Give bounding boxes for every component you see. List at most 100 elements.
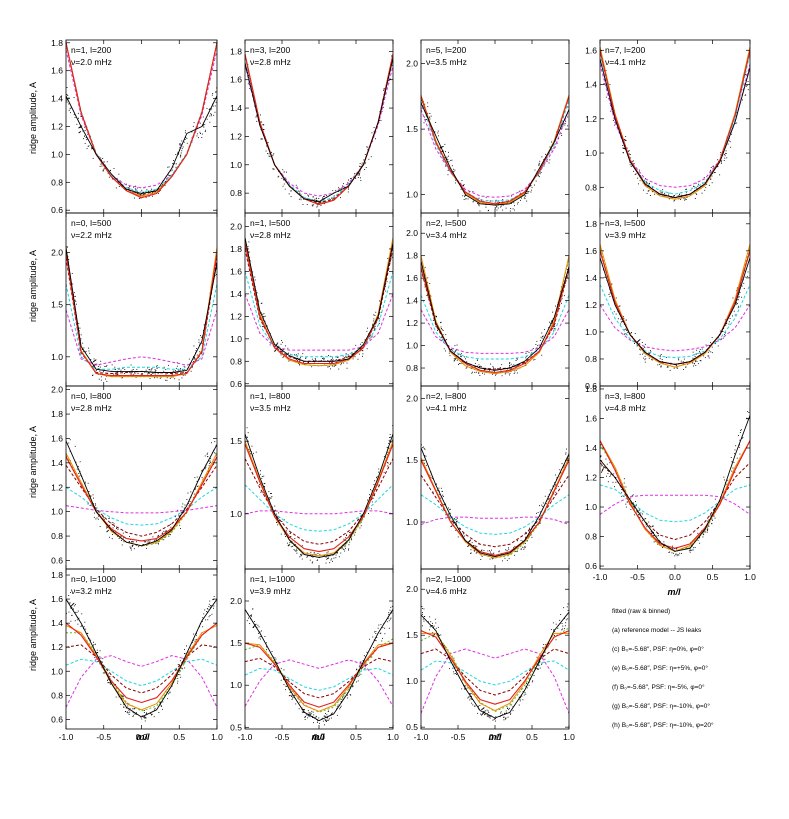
raw-fit-point [538, 665, 540, 667]
raw-fit-point [703, 531, 705, 532]
raw-fit-point [710, 341, 712, 343]
raw-fit-point [379, 111, 381, 113]
raw-fit-point [508, 558, 510, 560]
raw-fit-point [174, 378, 176, 380]
raw-fit-point [71, 604, 73, 606]
raw-fit-point [454, 359, 456, 361]
raw-fit-point [146, 547, 147, 549]
raw-fit-point [166, 377, 168, 379]
raw-fit-point [743, 288, 745, 289]
raw-fit-point [379, 120, 380, 121]
raw-fit-point [499, 367, 501, 368]
raw-fit-point [81, 125, 83, 127]
raw-fit-point [77, 610, 79, 612]
y-tick-label: 1.0 [406, 517, 418, 527]
y-tick-label: 1.0 [51, 352, 63, 362]
raw-fit-point [456, 520, 458, 522]
raw-fit-point [699, 350, 700, 352]
raw-fit-point [600, 444, 602, 446]
raw-fit-point [147, 367, 148, 369]
raw-fit-point [68, 97, 70, 99]
raw-fit-point [425, 455, 427, 457]
raw-fit-point [145, 197, 147, 199]
raw-fit-point [527, 540, 528, 542]
raw-fit-point [290, 190, 292, 192]
raw-fit-point [373, 131, 375, 133]
raw-fit-point [67, 246, 68, 248]
raw-fit-point [156, 377, 158, 379]
panel-plot-area [66, 246, 217, 382]
raw-fit-point [651, 359, 653, 361]
raw-fit-point [149, 540, 151, 542]
raw-fit-point [321, 717, 323, 719]
raw-fit-point [502, 560, 503, 562]
series-line-a [600, 440, 750, 549]
raw-fit-point [210, 115, 212, 117]
raw-fit-point [662, 192, 663, 194]
raw-fit-point [271, 493, 272, 494]
raw-fit-point [193, 358, 195, 360]
raw-fit-point [100, 379, 102, 381]
raw-fit-point [702, 536, 704, 538]
raw-fit-point [343, 183, 344, 185]
raw-fit-point [182, 503, 184, 505]
raw-fit-point [148, 373, 150, 374]
series-line-fitted [421, 611, 569, 719]
raw-fit-point [153, 709, 155, 711]
raw-fit-point [695, 193, 697, 194]
raw-fit-point [346, 535, 347, 536]
raw-fit-point [443, 504, 445, 506]
raw-fit-point [167, 174, 169, 176]
raw-fit-point [350, 694, 352, 696]
raw-fit-point [145, 369, 147, 371]
raw-fit-point [429, 283, 431, 284]
raw-fit-point [510, 704, 512, 706]
ylabel-row-3: ridge amplitude, A [28, 426, 38, 498]
raw-fit-point [515, 360, 517, 361]
raw-fit-point [213, 605, 215, 607]
raw-fit-point [179, 370, 181, 372]
raw-fit-point [705, 187, 707, 189]
panel-plot-area [421, 255, 569, 377]
raw-fit-point [676, 555, 678, 557]
raw-fit-point [68, 611, 70, 613]
raw-fit-point [605, 96, 607, 98]
raw-fit-point [561, 123, 562, 125]
raw-fit-point [274, 662, 276, 663]
raw-fit-point [92, 365, 94, 367]
raw-fit-point [632, 160, 634, 162]
raw-fit-point [434, 633, 435, 635]
raw-fit-point [74, 117, 76, 118]
raw-fit-point [381, 110, 383, 112]
raw-fit-point [336, 706, 338, 708]
raw-fit-point [362, 350, 364, 352]
raw-fit-point [209, 463, 211, 464]
raw-fit-point [348, 179, 349, 181]
raw-fit-point [131, 369, 133, 371]
raw-fit-point [374, 631, 375, 633]
raw-fit-point [440, 321, 442, 323]
series-line-e [245, 293, 393, 351]
raw-fit-point [122, 695, 124, 697]
raw-fit-point [319, 553, 321, 555]
raw-fit-point [460, 363, 462, 364]
raw-fit-point [603, 83, 605, 85]
raw-fit-point [648, 190, 650, 192]
raw-fit-point [374, 328, 376, 330]
raw-fit-point [447, 159, 449, 160]
raw-fit-point [172, 166, 174, 168]
raw-fit-point [533, 359, 535, 361]
raw-fit-point [201, 469, 203, 471]
raw-fit-point [564, 618, 566, 619]
raw-fit-point [660, 192, 662, 194]
raw-fit-point [505, 718, 507, 720]
raw-fit-point [643, 189, 644, 191]
raw-fit-point [254, 276, 256, 278]
raw-fit-point [183, 365, 185, 367]
raw-fit-point [675, 364, 677, 366]
raw-fit-point [610, 474, 611, 476]
raw-fit-point [456, 517, 458, 519]
raw-fit-point [371, 656, 373, 658]
raw-fit-point [162, 183, 164, 185]
raw-fit-point [154, 539, 155, 541]
